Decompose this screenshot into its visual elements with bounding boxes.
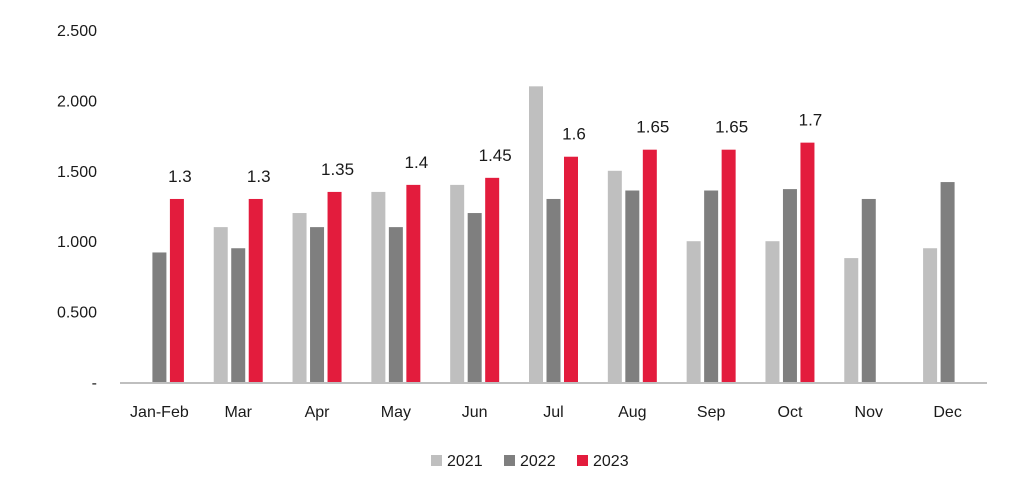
bar-2021-dec [923,248,938,382]
legend-swatch-2023 [577,455,588,466]
x-tick-label: Dec [933,404,961,421]
legend-swatch-2021 [431,455,442,466]
bar-2022-oct [782,189,797,382]
bar-2021-nov [844,258,859,382]
bar-2023-sep [721,149,736,382]
bar-2023-aug [642,149,657,382]
x-tick-label: May [381,404,411,421]
bar-2022-mar [231,248,246,382]
bar-2022-sep [704,190,719,382]
x-tick-label: Jun [462,404,488,421]
x-tick-label: Mar [224,404,252,421]
y-tick-label: 0.500 [57,305,97,322]
y-tick-label: - [92,375,97,392]
x-tick-label: Sep [697,404,726,421]
bar-2023-may [406,184,421,382]
bar-2021-may [371,191,386,382]
bar-2023-mar [248,198,263,382]
legend-swatch-2022 [504,455,515,466]
bar-2022-nov [861,198,876,382]
bar-2023-jun [485,177,500,382]
data-label: 1.65 [636,118,669,137]
bar-2023-apr [327,191,342,382]
legend: 2021 2022 2023 [431,453,629,470]
bar-2021-mar [213,227,228,382]
bar-series-group [152,86,955,382]
data-label: 1.7 [799,111,823,130]
data-label: 1.6 [562,125,586,144]
bar-2021-oct [765,241,780,382]
bar-2021-sep [686,241,701,382]
legend-label: 2023 [593,453,629,470]
bar-2023-jan-feb [169,198,184,382]
bar-2022-apr [310,227,325,382]
x-tick-label: Apr [305,404,331,421]
y-axis-tick-labels: - 0.500 1.000 1.500 2.000 2.500 [57,23,97,392]
data-labels-group: 1.3 1.3 1.35 1.4 1.45 1.6 1.65 1.65 1.7 [168,111,822,186]
bar-2022-jul [546,198,561,382]
bar-2021-jun [450,184,465,382]
data-label: 1.65 [715,118,748,137]
x-tick-label: Oct [778,404,803,421]
y-tick-label: 1.500 [57,164,97,181]
bar-2022-dec [940,182,955,382]
x-axis-tick-labels: Jan-Feb Mar Apr May Jun Jul Aug Sep Oct Nov Dec [130,404,962,421]
data-label: 1.45 [479,146,512,165]
bar-2023-oct [800,142,815,382]
legend-label: 2022 [520,453,556,470]
data-label: 1.3 [168,167,192,186]
x-tick-label: Nov [855,404,883,421]
data-label: 1.3 [247,167,271,186]
bar-2022-aug [625,190,640,382]
legend-label: 2021 [447,453,483,470]
y-tick-label: 2.500 [57,23,97,40]
bar-2022-jan-feb [152,252,167,382]
bar-2022-jun [467,213,482,382]
bar-2023-jul [564,156,578,382]
bar-2021-aug [607,170,622,382]
y-tick-label: 1.000 [57,234,97,251]
bar-2022-may [388,227,403,382]
x-tick-label: Jan-Feb [130,404,189,421]
x-tick-label: Aug [618,404,646,421]
bar-2021-apr [292,213,307,382]
data-label: 1.35 [321,160,354,179]
x-tick-label: Jul [543,404,563,421]
y-tick-label: 2.000 [57,93,97,110]
bar-2021-jul [529,86,543,382]
data-label: 1.4 [405,153,429,172]
